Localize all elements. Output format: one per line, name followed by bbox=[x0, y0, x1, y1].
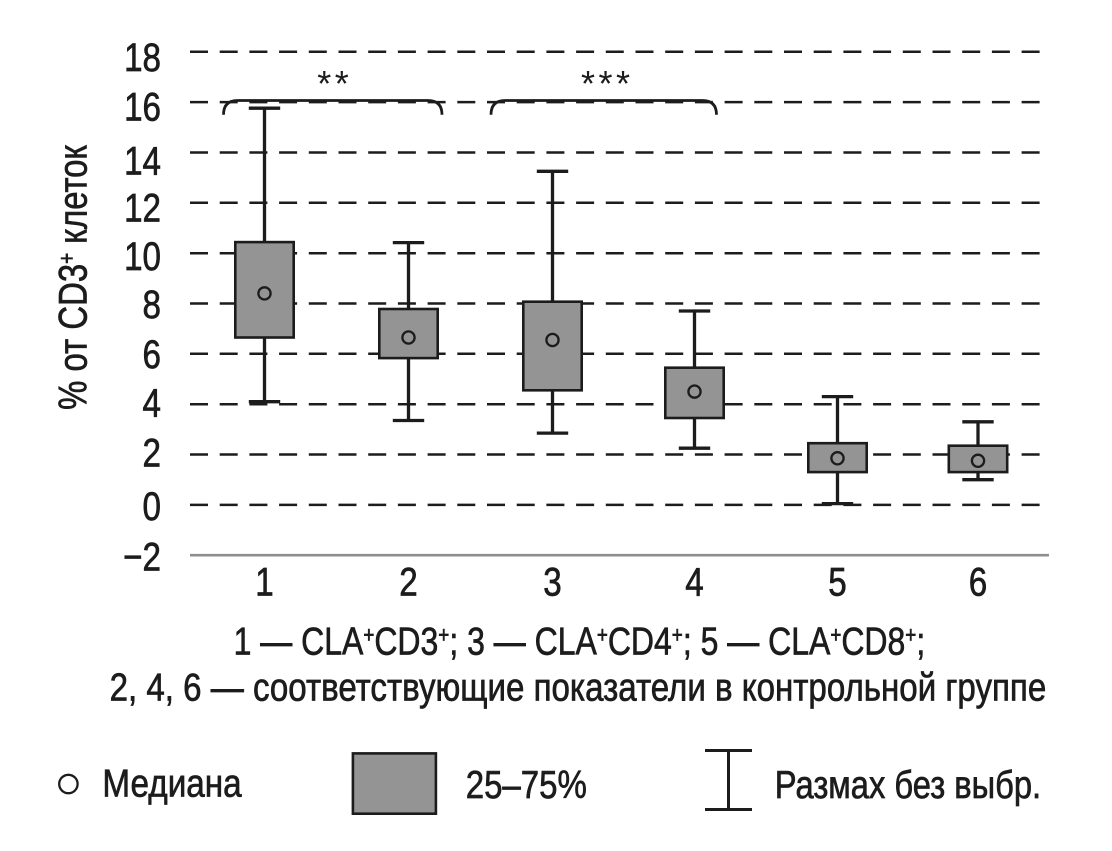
svg-text:Размах без выбр.: Размах без выбр. bbox=[775, 762, 1041, 806]
svg-text:***: *** bbox=[581, 63, 634, 104]
svg-text:0: 0 bbox=[143, 484, 161, 529]
svg-text:1 — CLA+CD3+; 3 — CLA+CD4+; 5: 1 — CLA+CD3+; 3 — CLA+CD4+; 5 — CLA+CD8+… bbox=[234, 620, 926, 664]
svg-text:8: 8 bbox=[143, 282, 161, 327]
svg-text:% от CD3+ клеток: % от CD3+ клеток bbox=[50, 144, 95, 410]
svg-text:6: 6 bbox=[969, 559, 987, 604]
svg-text:4: 4 bbox=[685, 559, 703, 604]
svg-text:16: 16 bbox=[124, 85, 161, 130]
svg-text:4: 4 bbox=[143, 381, 161, 426]
svg-text:Медиана: Медиана bbox=[102, 761, 242, 805]
svg-text:14: 14 bbox=[124, 138, 161, 183]
svg-text:**: ** bbox=[317, 63, 352, 104]
svg-text:3: 3 bbox=[543, 559, 561, 604]
svg-text:2, 4, 6 — соответствующие пока: 2, 4, 6 — соответствующие показатели в к… bbox=[110, 665, 1047, 709]
svg-text:1: 1 bbox=[255, 559, 273, 604]
svg-text:18: 18 bbox=[124, 35, 161, 80]
svg-text:25–75%: 25–75% bbox=[466, 762, 587, 806]
svg-text:6: 6 bbox=[143, 332, 161, 377]
svg-text:2: 2 bbox=[399, 559, 417, 604]
svg-text:10: 10 bbox=[124, 234, 161, 279]
svg-text:−2: −2 bbox=[123, 534, 161, 579]
svg-text:12: 12 bbox=[124, 186, 161, 231]
svg-text:5: 5 bbox=[828, 559, 846, 604]
svg-text:2: 2 bbox=[143, 430, 161, 475]
